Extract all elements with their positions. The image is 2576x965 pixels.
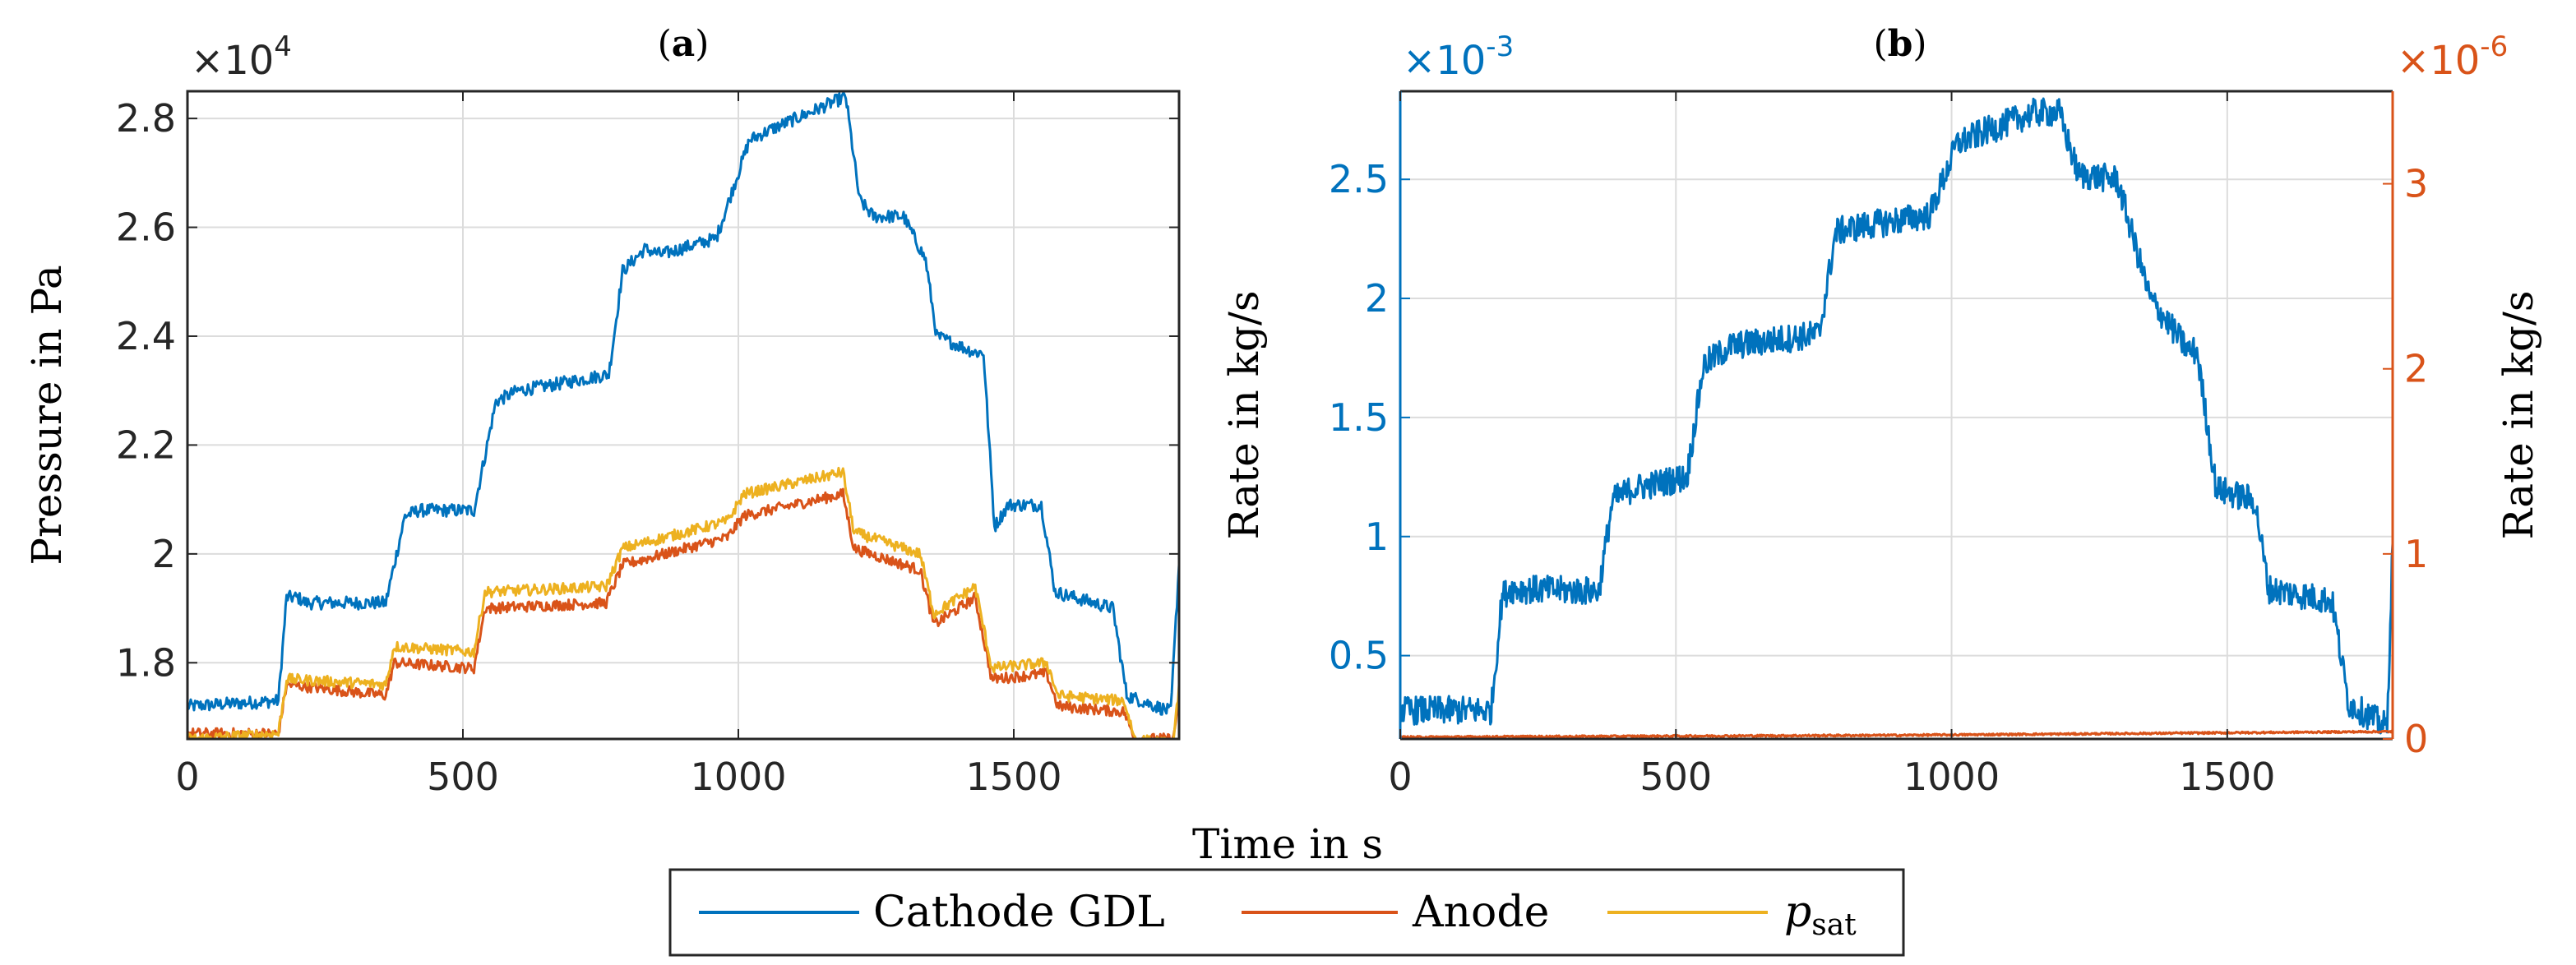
panel-b-right-y-tick-label: 0	[2404, 717, 2428, 761]
panel-b-x-tick-label: 1500	[2179, 755, 2275, 799]
panel-a-ylabel: Pressure in Pa	[23, 265, 71, 565]
panel-a: 0 500 1000 1500 1.8 2 2.2 2.4 2.6 2.8 (a) ×104 Pr…	[23, 23, 1181, 799]
panel-b-left-y-tick-label: 2.5	[1329, 157, 1389, 201]
panel-b-left-y-tick-label: 2	[1365, 276, 1389, 321]
panel-b-right-y-tick-label: 2	[2404, 347, 2428, 391]
legend-label-psat: psat	[1784, 888, 1857, 942]
panel-b-left-exponent: ×10-3	[1403, 30, 1514, 84]
legend: Cathode GDL Anode psat	[668, 868, 1905, 957]
panel-b-x-tick-label: 1000	[1903, 755, 2000, 799]
panel-a-series-cathode-gdl	[187, 91, 1179, 716]
panel-a-x-tick-label: 500	[427, 755, 499, 799]
panel-a-series-p-sat	[187, 466, 1179, 739]
panel-b-series-cathode-gdl	[1400, 97, 2393, 735]
panel-a-title: (a)	[658, 23, 710, 65]
panel-b-right-y-tick-label: 3	[2404, 162, 2428, 206]
panel-a-x-tick-label: 1500	[965, 755, 1061, 799]
panel-b-x-tick-label: 500	[1639, 755, 1712, 799]
x-axis-label: Time in s	[1192, 820, 1383, 868]
panel-b-series	[1400, 97, 2393, 739]
legend-label-cathode: Cathode GDL	[873, 888, 1165, 937]
panel-a-ticks: 0 500 1000 1500 1.8 2 2.2 2.4 2.6 2.8	[116, 91, 1179, 799]
panel-a-y-tick-label: 1.8	[116, 640, 176, 685]
panel-a-grid	[187, 91, 1179, 739]
panel-a-exponent: ×104	[191, 30, 292, 84]
panel-a-axes-box	[186, 90, 1181, 741]
panel-b-series-anode	[1400, 729, 2393, 739]
panel-b-title: (b)	[1873, 23, 1926, 65]
panel-a-series-anode	[187, 487, 1179, 739]
panel-b-right-ylabel: Rate in kg/s	[2495, 290, 2542, 539]
panel-b: 0 500 1000 1500 0.5 1 1.5 2 2.5 0 1 2 3 (b) ×10-3 ×1…	[1220, 23, 2542, 799]
panel-b-left-y-tick-label: 1	[1365, 515, 1389, 559]
panel-b-left-y-tick-label: 1.5	[1329, 395, 1389, 440]
panel-b-right-y-tick-label: 1	[2404, 532, 2428, 576]
panel-b-left-y-tick-label: 0.5	[1329, 634, 1389, 678]
panel-b-grid	[1400, 91, 2393, 739]
panel-a-y-tick-label: 2	[152, 532, 176, 576]
panel-b-ticks: 0 500 1000 1500 0.5 1 1.5 2 2.5 0 1 2 3	[1329, 91, 2428, 799]
panel-a-y-tick-label: 2.6	[116, 205, 176, 250]
panel-a-y-tick-label: 2.4	[116, 314, 176, 358]
panel-a-series	[187, 91, 1179, 739]
panel-a-y-tick-label: 2.2	[116, 422, 176, 467]
panel-a-x-tick-label: 0	[175, 755, 199, 799]
panel-b-right-exponent: ×10-6	[2397, 30, 2508, 84]
panel-a-y-tick-label: 2.8	[116, 96, 176, 141]
panel-a-x-tick-label: 1000	[690, 755, 786, 799]
panel-b-x-tick-label: 0	[1388, 755, 1412, 799]
legend-label-anode: Anode	[1412, 888, 1549, 937]
panel-b-left-ylabel: Rate in kg/s	[1220, 290, 1268, 539]
